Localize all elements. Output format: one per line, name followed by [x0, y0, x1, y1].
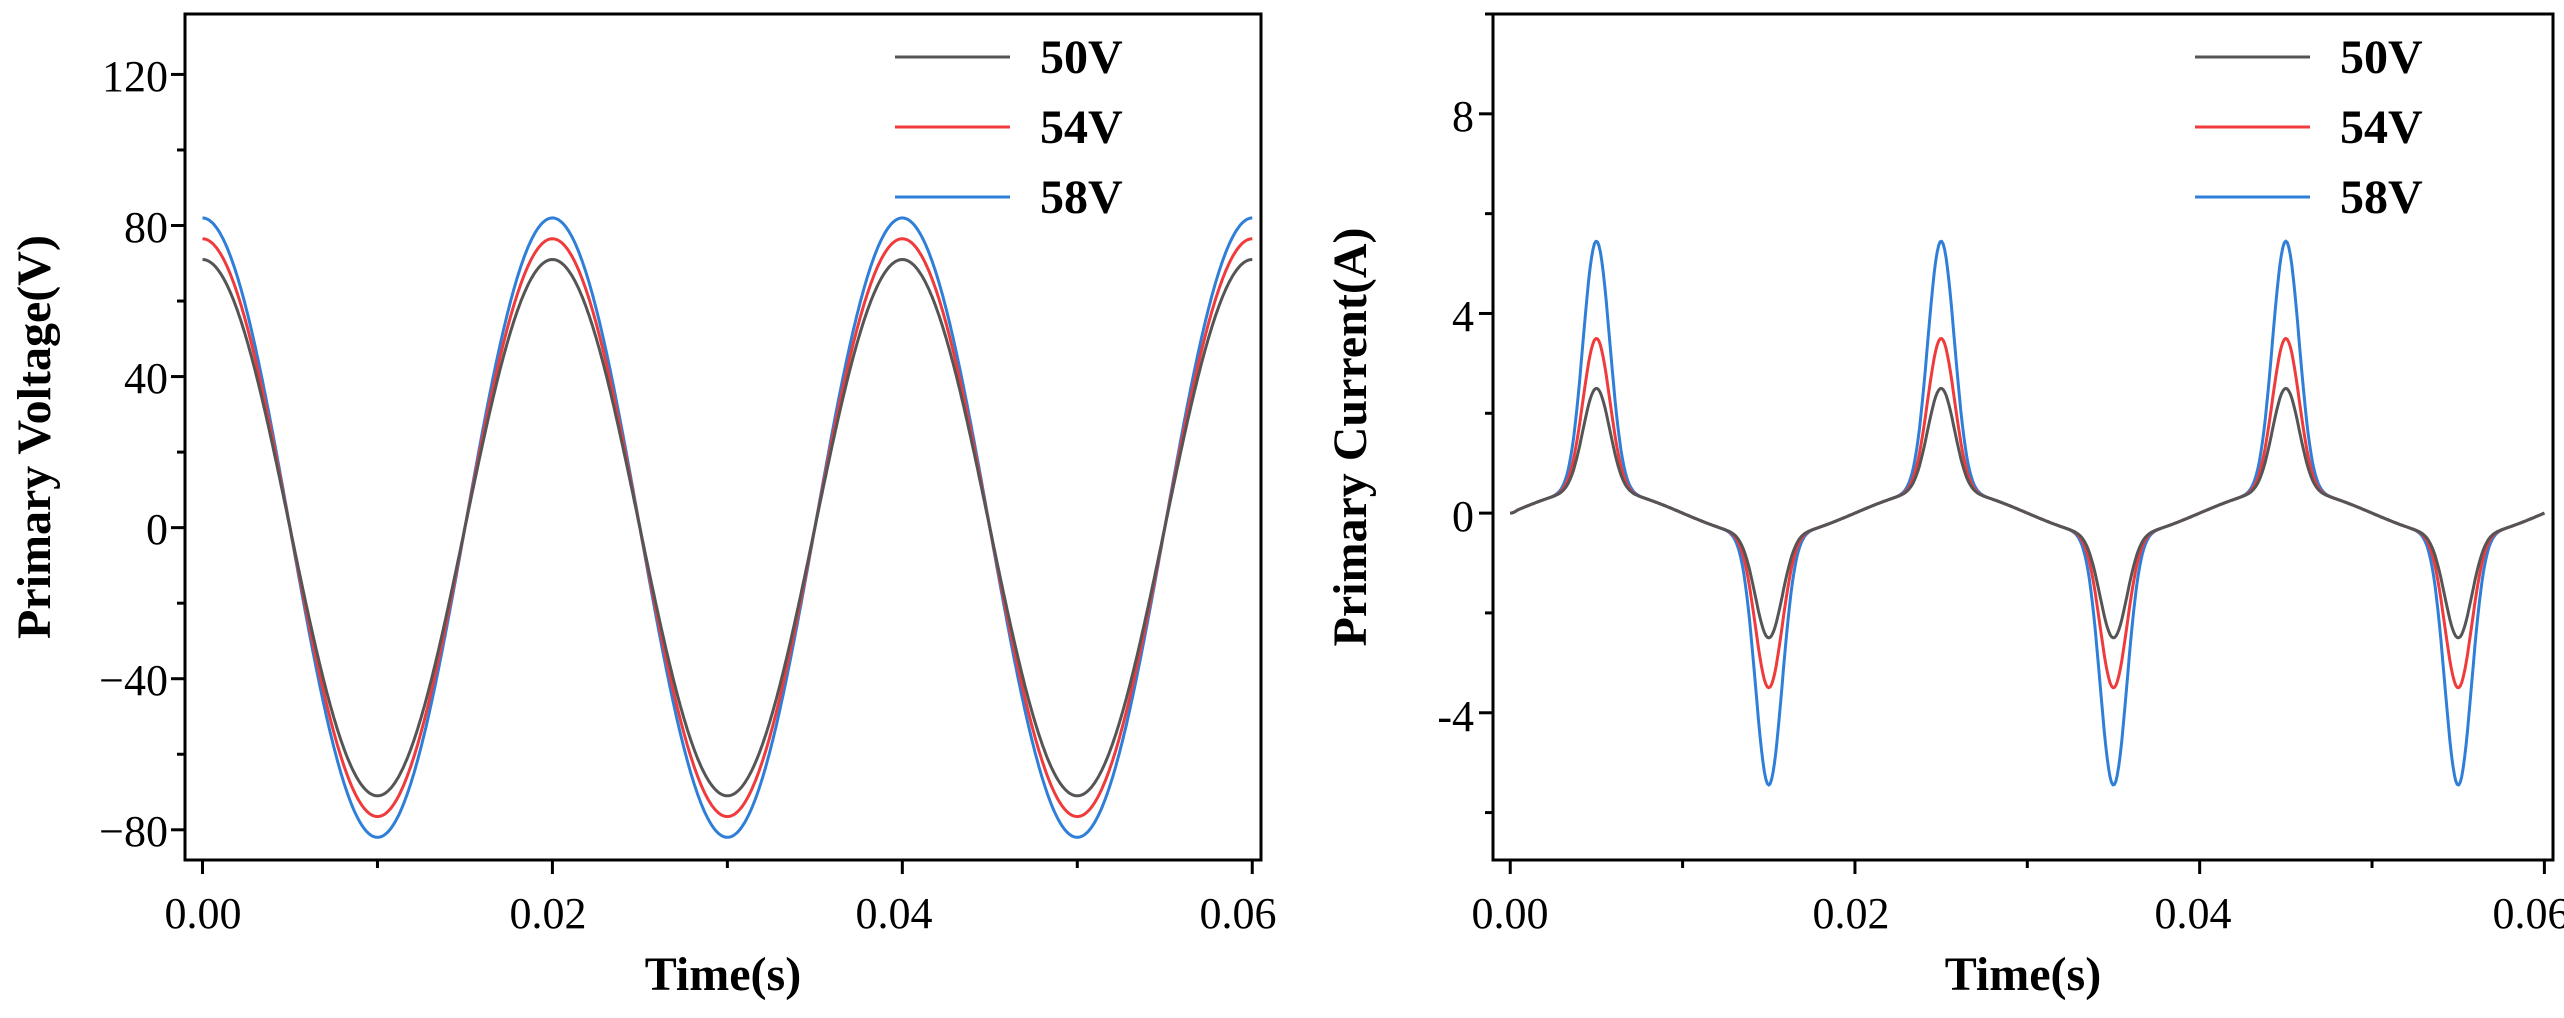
current-series-line-50v: [1510, 386, 2545, 640]
current-legend-label-54v: 54V: [2340, 101, 2423, 154]
voltage-x-tick-label: 0.04: [856, 889, 933, 938]
voltage-legend: 50V 54V 58V: [895, 31, 1123, 224]
current-y-tick-label: 0: [1452, 492, 1474, 541]
voltage-x-tick-label: 0.00: [165, 889, 242, 938]
voltage-y-tick-label: −80: [99, 807, 168, 856]
current-series-layer: [1510, 239, 2545, 787]
current-legend-label-50v: 50V: [2340, 31, 2423, 84]
voltage-y-tick-label: −40: [99, 656, 168, 705]
voltage-x-tick-label: 0.06: [1200, 889, 1277, 938]
voltage-y-tick-label: 40: [124, 354, 168, 403]
voltage-legend-label-50v: 50V: [1040, 31, 1123, 84]
current-x-tick-label: 0.02: [1813, 889, 1890, 938]
current-legend-label-58v: 58V: [2340, 171, 2423, 224]
voltage-series-line-54v: [202, 237, 1253, 819]
current-x-tick-label: 0.04: [2155, 889, 2232, 938]
voltage-y-tick-label: 0: [146, 505, 168, 554]
voltage-y-tick-label: 80: [124, 203, 168, 252]
current-plot-frame: [1491, 12, 2555, 862]
current-legend: 50V 54V 58V: [2195, 31, 2423, 224]
voltage-series-line-50v: [202, 258, 1253, 798]
current-x-axis-title: Time(s): [1945, 948, 2101, 1001]
current-y-tick-label: 4: [1452, 292, 1474, 341]
current-chart: 0.00 0.02 0.04 0.06 8 4 0 -4 Time(s) Pri…: [1324, 12, 2564, 1001]
current-y-tick-label: -4: [1437, 692, 1474, 741]
voltage-series-line-58v: [202, 216, 1253, 839]
current-x-tick-label: 0.00: [1472, 889, 1549, 938]
current-ticks-layer: [1479, 12, 2546, 874]
voltage-x-tick-label: 0.02: [510, 889, 587, 938]
voltage-legend-label-58v: 58V: [1040, 171, 1123, 224]
voltage-ticks-layer: [171, 72, 1254, 874]
current-y-axis-title: Primary Current(A): [1324, 228, 1377, 647]
voltage-chart: 0.00 0.02 0.04 0.06 120 80 40 0 −40 −80 …: [8, 12, 1277, 1001]
voltage-series-layer: [202, 216, 1253, 839]
voltage-plot-frame: [183, 12, 1263, 862]
voltage-x-axis-title: Time(s): [645, 948, 801, 1001]
voltage-legend-label-54v: 54V: [1040, 101, 1123, 154]
current-x-tick-label: 0.06: [2493, 889, 2564, 938]
voltage-y-axis-title: Primary Voltage(V): [8, 235, 61, 639]
voltage-y-tick-label: 120: [102, 52, 168, 101]
current-y-tick-label: 8: [1452, 92, 1474, 141]
